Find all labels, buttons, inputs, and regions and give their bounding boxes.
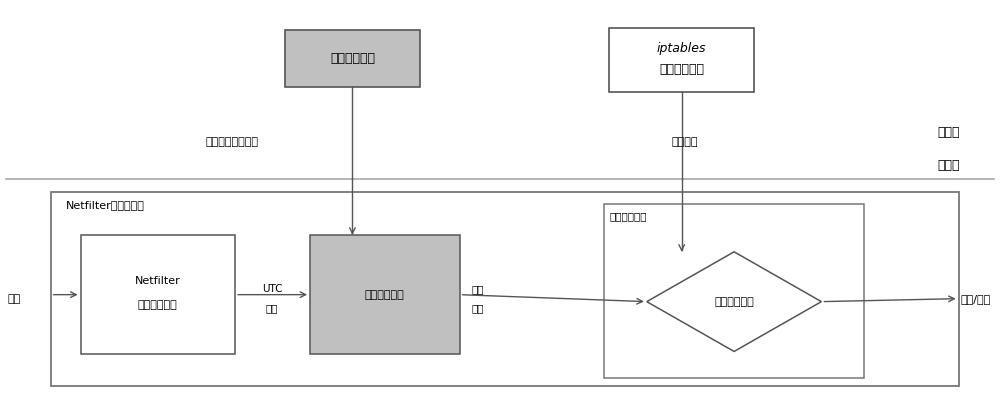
Bar: [285, 30, 420, 87]
Text: 用户态: 用户态: [937, 126, 960, 139]
Text: 时区配置信息下发: 时区配置信息下发: [205, 137, 258, 147]
Text: 报文: 报文: [8, 294, 21, 304]
Bar: [310, 235, 460, 355]
Text: 时间: 时间: [266, 304, 278, 314]
Bar: [51, 192, 959, 386]
Text: 时间转换模块: 时间转换模块: [365, 290, 405, 300]
Text: 时间匹配模块: 时间匹配模块: [609, 211, 647, 221]
Text: 规则下发: 规则下发: [671, 137, 698, 147]
Text: 本地: 本地: [472, 284, 484, 294]
Text: 时区配置模块: 时区配置模块: [330, 52, 375, 65]
Text: 规则配置工具: 规则配置工具: [659, 64, 704, 77]
Bar: [604, 204, 864, 378]
Text: iptables: iptables: [657, 42, 706, 54]
Text: 时间规则比较: 时间规则比较: [714, 297, 754, 306]
Text: 时间: 时间: [472, 304, 484, 314]
Text: 放行/丢弃: 放行/丢弃: [961, 294, 991, 304]
Text: UTC: UTC: [262, 284, 282, 294]
Text: Netfilter: Netfilter: [135, 276, 181, 286]
Text: 内核态: 内核态: [937, 159, 960, 172]
Bar: [81, 235, 235, 355]
Polygon shape: [647, 252, 821, 351]
Text: Netfilter包过滤模块: Netfilter包过滤模块: [66, 200, 144, 210]
Bar: [609, 28, 754, 93]
Text: 其它扩展模块: 其它扩展模块: [138, 300, 178, 310]
